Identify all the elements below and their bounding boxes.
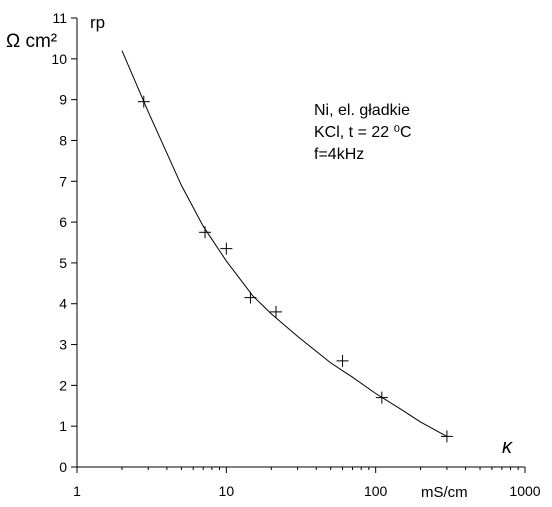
y-tick-label: 1: [59, 418, 67, 434]
data-point: [441, 430, 453, 442]
y-axis-symbol: rp: [90, 13, 105, 32]
data-point: [138, 96, 150, 108]
y-tick-label: 10: [51, 51, 67, 67]
x-axis-unit: mS/cm: [421, 484, 468, 501]
data-point: [199, 226, 211, 238]
x-tick-label: 10: [219, 483, 235, 499]
y-tick-label: 4: [59, 296, 67, 312]
annotation-line-3: f=4kHz: [314, 146, 364, 163]
y-tick-label: 3: [59, 337, 67, 353]
annotation-line-1: Ni, el. gładkie: [314, 102, 410, 119]
data-point: [376, 392, 388, 404]
y-tick-label: 7: [59, 173, 67, 189]
data-point: [244, 292, 256, 304]
y-tick-label: 8: [59, 132, 67, 148]
y-tick-label: 5: [59, 255, 67, 271]
axis-labels: rp Ω cm² mS/cm κ: [6, 13, 513, 501]
x-tick-label: 1: [73, 483, 81, 499]
data-point: [337, 355, 349, 367]
data-point: [220, 243, 232, 255]
data-point: [270, 306, 282, 318]
y-tick-label: 0: [59, 459, 67, 475]
y-tick-label: 9: [59, 92, 67, 108]
x-tick-label: 1000: [509, 483, 540, 499]
y-axis-unit: Ω cm²: [6, 31, 57, 52]
annotations: Ni, el. gładkie KCl, t = 22 ⁰C f=4kHz: [314, 102, 412, 163]
y-tick-label: 11: [52, 10, 67, 26]
x-tick-label: 100: [364, 483, 388, 499]
y-tick-label: 6: [59, 214, 67, 230]
data-points: [138, 96, 453, 443]
annotation-line-2: KCl, t = 22 ⁰C: [314, 124, 412, 141]
x-axis-symbol: κ: [502, 436, 513, 458]
axes: [77, 18, 525, 467]
y-tick-label: 2: [59, 377, 67, 393]
